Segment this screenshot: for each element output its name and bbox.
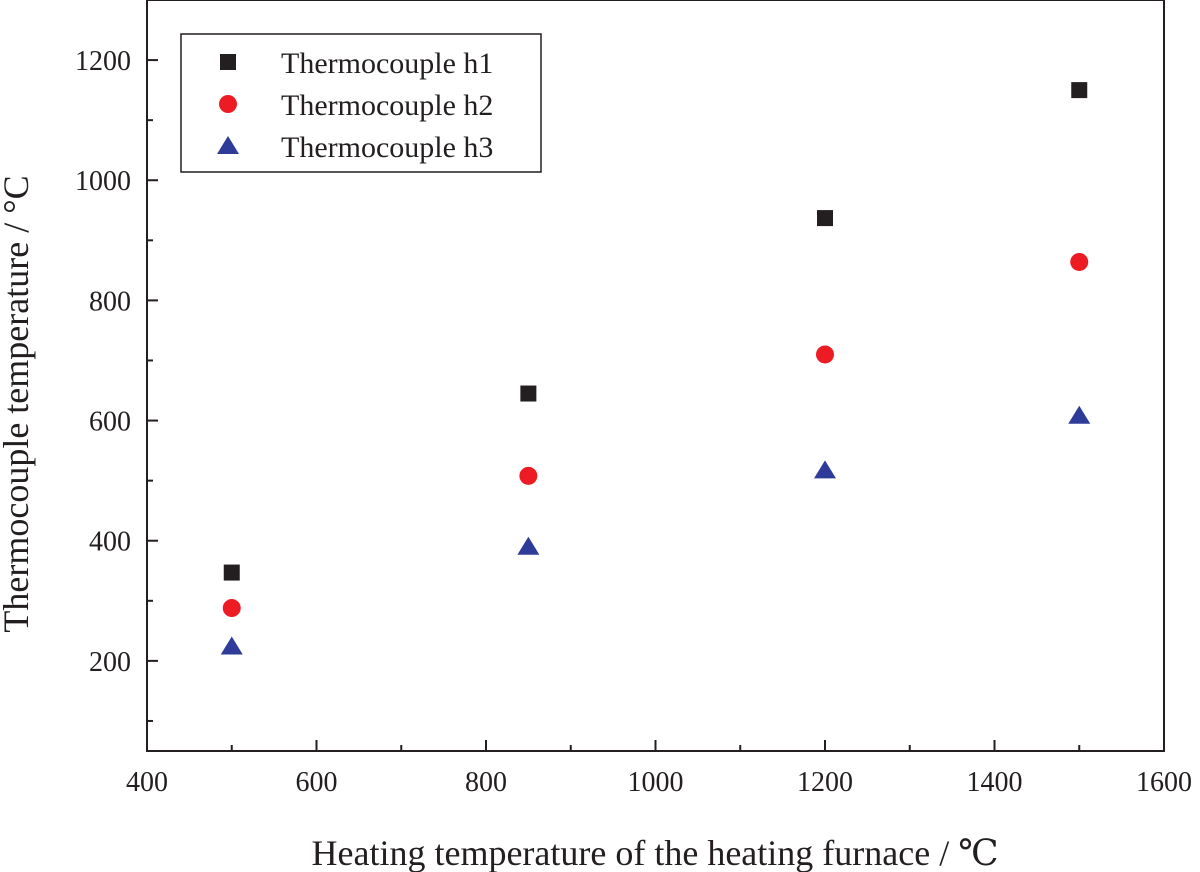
legend-marker-2 <box>219 95 237 113</box>
series-1-point <box>223 564 240 581</box>
legend-label: Thermocouple h3 <box>281 131 493 164</box>
y-tick-label: 200 <box>89 647 131 678</box>
x-tick-label: 1400 <box>967 767 1023 798</box>
y-tick-label: 800 <box>89 286 131 317</box>
legend-box <box>180 33 542 173</box>
x-tick-label: 400 <box>126 767 168 798</box>
y-axis-tick-labels: 200 400 600 800 1000 1200 <box>75 46 131 678</box>
series-2-point <box>519 466 538 485</box>
x-tick-label: 1600 <box>1136 767 1192 798</box>
y-tick-label: 400 <box>89 527 131 558</box>
y-axis-ticks <box>147 59 158 722</box>
series-3-point <box>1068 405 1091 424</box>
y-tick-label: 600 <box>89 407 131 438</box>
series-1-point <box>1071 82 1088 99</box>
x-axis-label: Heating temperature of the heating furna… <box>312 833 999 872</box>
y-tick-label: 1200 <box>75 46 131 77</box>
series-1-point <box>520 385 537 402</box>
y-tick-label: 1000 <box>75 166 131 197</box>
x-tick-label: 800 <box>465 767 507 798</box>
series-2-point <box>1070 252 1089 271</box>
series-2-point <box>222 599 241 618</box>
series-2-point <box>816 345 834 364</box>
legend-label: Thermocouple h2 <box>281 89 493 122</box>
series-1-point <box>817 210 833 227</box>
x-tick-label: 1200 <box>797 767 853 798</box>
legend-marker-1 <box>220 54 236 70</box>
x-tick-label: 1000 <box>628 767 684 798</box>
x-axis-tick-labels: 400 600 800 1000 1200 1400 1600 <box>126 767 1192 798</box>
y-axis-label: Thermocouple temperature / °C <box>0 175 36 632</box>
data-markers <box>220 82 1091 655</box>
legend-label: Thermocouple h1 <box>281 47 493 80</box>
series-3-point <box>220 636 243 655</box>
legend: Thermocouple h1 Thermocouple h2 Thermocoup… <box>180 33 542 173</box>
x-tick-label: 600 <box>296 767 338 798</box>
x-axis-ticks <box>146 740 1165 751</box>
legend-marker-3 <box>217 136 239 154</box>
series-3-point <box>517 536 540 555</box>
series-3-point <box>814 460 836 479</box>
